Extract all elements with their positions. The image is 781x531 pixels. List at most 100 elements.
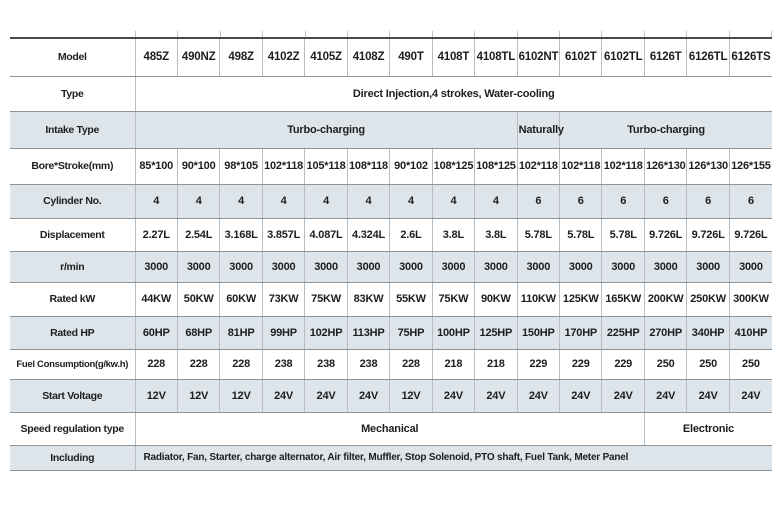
tick-mark <box>518 31 561 37</box>
spec-value-cell: 12V <box>389 379 433 413</box>
spec-value-cell: 125KW <box>559 282 602 317</box>
column-header-cell: 6102TL <box>601 38 645 77</box>
spec-value-cell: 102HP <box>304 316 348 350</box>
spec-value-cell: 250KW <box>686 282 730 317</box>
row-label-bore-stroke: Bore*Stroke(mm) <box>10 148 135 185</box>
spec-value-cell: 9.726L <box>728 218 772 252</box>
column-header-cell: 490NZ <box>176 38 220 77</box>
row-label-intake-type: Intake Type <box>10 111 135 149</box>
table-row-cylinder-no: Cylinder No. 4 4 4 4 4 4 4 4 4 6 6 6 6 6 6 <box>10 184 772 219</box>
spec-value-cell: 90*102 <box>389 148 433 185</box>
tick-mark <box>263 31 306 37</box>
tick-mark <box>178 31 221 37</box>
spec-value-cell: 113HP <box>346 316 390 350</box>
tick-mark <box>687 31 730 37</box>
spec-value-cell: 4 <box>134 184 178 219</box>
spec-value-cell: 229 <box>516 349 560 380</box>
spec-value-cell: 4 <box>219 184 263 219</box>
spec-value-cell: 228 <box>389 349 433 380</box>
spec-value-cell: 3000 <box>304 251 348 283</box>
spec-value-cell: 4 <box>346 184 390 219</box>
spec-value-cell: 44KW <box>134 282 178 317</box>
spec-value-cell: 3000 <box>261 251 305 283</box>
column-header-cell: 498Z <box>219 38 263 77</box>
spec-value-cell: 126*130 <box>686 148 730 185</box>
spec-value-cell: 108*118 <box>346 148 390 185</box>
spec-value-cell: 5.78L <box>516 218 560 252</box>
spec-value-cell: 3000 <box>219 251 263 283</box>
spec-value-cell: 3000 <box>134 251 178 283</box>
table-row-bore-stroke: Bore*Stroke(mm) 85*100 90*100 98*105 102*118… <box>10 148 772 185</box>
table-row-start-voltage: Start Voltage 12V 12V 12V 24V 24V 24V 12V 24V 24V… <box>10 379 772 413</box>
column-header-cell: 6126T <box>643 38 687 77</box>
spec-value-cell: 24V <box>431 379 475 413</box>
spec-value-cell: 24V <box>261 379 305 413</box>
spec-value-cell: 250 <box>728 349 772 380</box>
spec-value-cell: 102*118 <box>559 148 602 185</box>
tick-mark <box>645 31 688 37</box>
spec-value-cell: 4 <box>431 184 475 219</box>
spec-value-cell: 90KW <box>474 282 518 317</box>
spec-value-cell: 300KW <box>728 282 772 317</box>
spec-value-cell: 270HP <box>643 316 687 350</box>
column-header-cell: 4108TL <box>474 38 518 77</box>
spec-value-cell: Turbo-charging <box>134 111 518 149</box>
spec-value-cell: 228 <box>219 349 263 380</box>
spec-value-cell: 12V <box>134 379 178 413</box>
spec-value-cell: 4 <box>261 184 305 219</box>
spec-value-cell: 55KW <box>389 282 433 317</box>
spec-value-cell: 170HP <box>559 316 602 350</box>
spec-value-cell: 60KW <box>219 282 263 317</box>
spec-value-cell: 2.54L <box>176 218 220 252</box>
spec-value-cell: 229 <box>559 349 602 380</box>
spec-value-cell: 5.78L <box>601 218 645 252</box>
tick-mark <box>560 31 603 37</box>
row-label-displacement: Displacement <box>10 218 135 252</box>
spec-value-cell: Turbo-charging <box>559 111 772 149</box>
spec-value-cell: 75KW <box>431 282 475 317</box>
tick-mark <box>602 31 645 37</box>
spec-value-cell: 108*125 <box>431 148 475 185</box>
column-header-cell: 6102NT <box>516 38 560 77</box>
spec-value-cell: 3000 <box>516 251 560 283</box>
spec-value-cell: 125HP <box>474 316 518 350</box>
table-row-including: Including Radiator, Fan, Starter, charge … <box>10 445 772 471</box>
spec-value-cell: 24V <box>686 379 730 413</box>
tick-mark <box>433 31 476 37</box>
table-row-model: Model 485Z 490NZ 498Z 4102Z 4105Z 4108Z 490T 410… <box>10 38 772 77</box>
spec-value-cell: 150HP <box>516 316 560 350</box>
row-label-rated-kw: Rated kW <box>10 282 135 317</box>
spec-value-cell: 238 <box>304 349 348 380</box>
spec-value-cell: 3.857L <box>261 218 305 252</box>
spec-value-cell: 3.8L <box>474 218 518 252</box>
spec-value-cell: 85*100 <box>134 148 178 185</box>
table-row-fuel-consumption: Fuel Consumption(g/kw.h) 228 228 228 238 238 2… <box>10 349 772 380</box>
spec-value-cell: 9.726L <box>643 218 687 252</box>
spec-value-cell: 228 <box>134 349 178 380</box>
row-label-start-voltage: Start Voltage <box>10 379 135 413</box>
spec-value-cell: 3000 <box>176 251 220 283</box>
table-row-speed-regulation: Speed regulation type Mechanical Electroni… <box>10 412 772 446</box>
spec-value-cell: Radiator, Fan, Starter, charge alternato… <box>134 445 772 471</box>
spec-value-cell: 165KW <box>601 282 645 317</box>
spec-value-cell: 81HP <box>219 316 263 350</box>
spec-value-cell: 24V <box>728 379 772 413</box>
spec-value-cell: 24V <box>346 379 390 413</box>
spec-value-cell: 250 <box>643 349 687 380</box>
spec-value-cell: 68HP <box>176 316 220 350</box>
spec-value-cell: 75HP <box>389 316 433 350</box>
tick-mark <box>475 31 518 37</box>
spec-value-cell: 50KW <box>176 282 220 317</box>
spec-value-cell: 410HP <box>728 316 772 350</box>
column-header-cell: 4108Z <box>346 38 390 77</box>
spec-value-cell: 3.168L <box>219 218 263 252</box>
spec-value-cell: 12V <box>176 379 220 413</box>
spec-value-cell: 3.8L <box>431 218 475 252</box>
column-header-cell: 490T <box>389 38 433 77</box>
tick-mark <box>221 31 264 37</box>
spec-value-cell: 12V <box>219 379 263 413</box>
spec-value-cell: 6 <box>516 184 560 219</box>
spec-value-cell: 3000 <box>643 251 687 283</box>
spec-value-cell: 6 <box>601 184 645 219</box>
spec-value-cell: 6 <box>728 184 772 219</box>
